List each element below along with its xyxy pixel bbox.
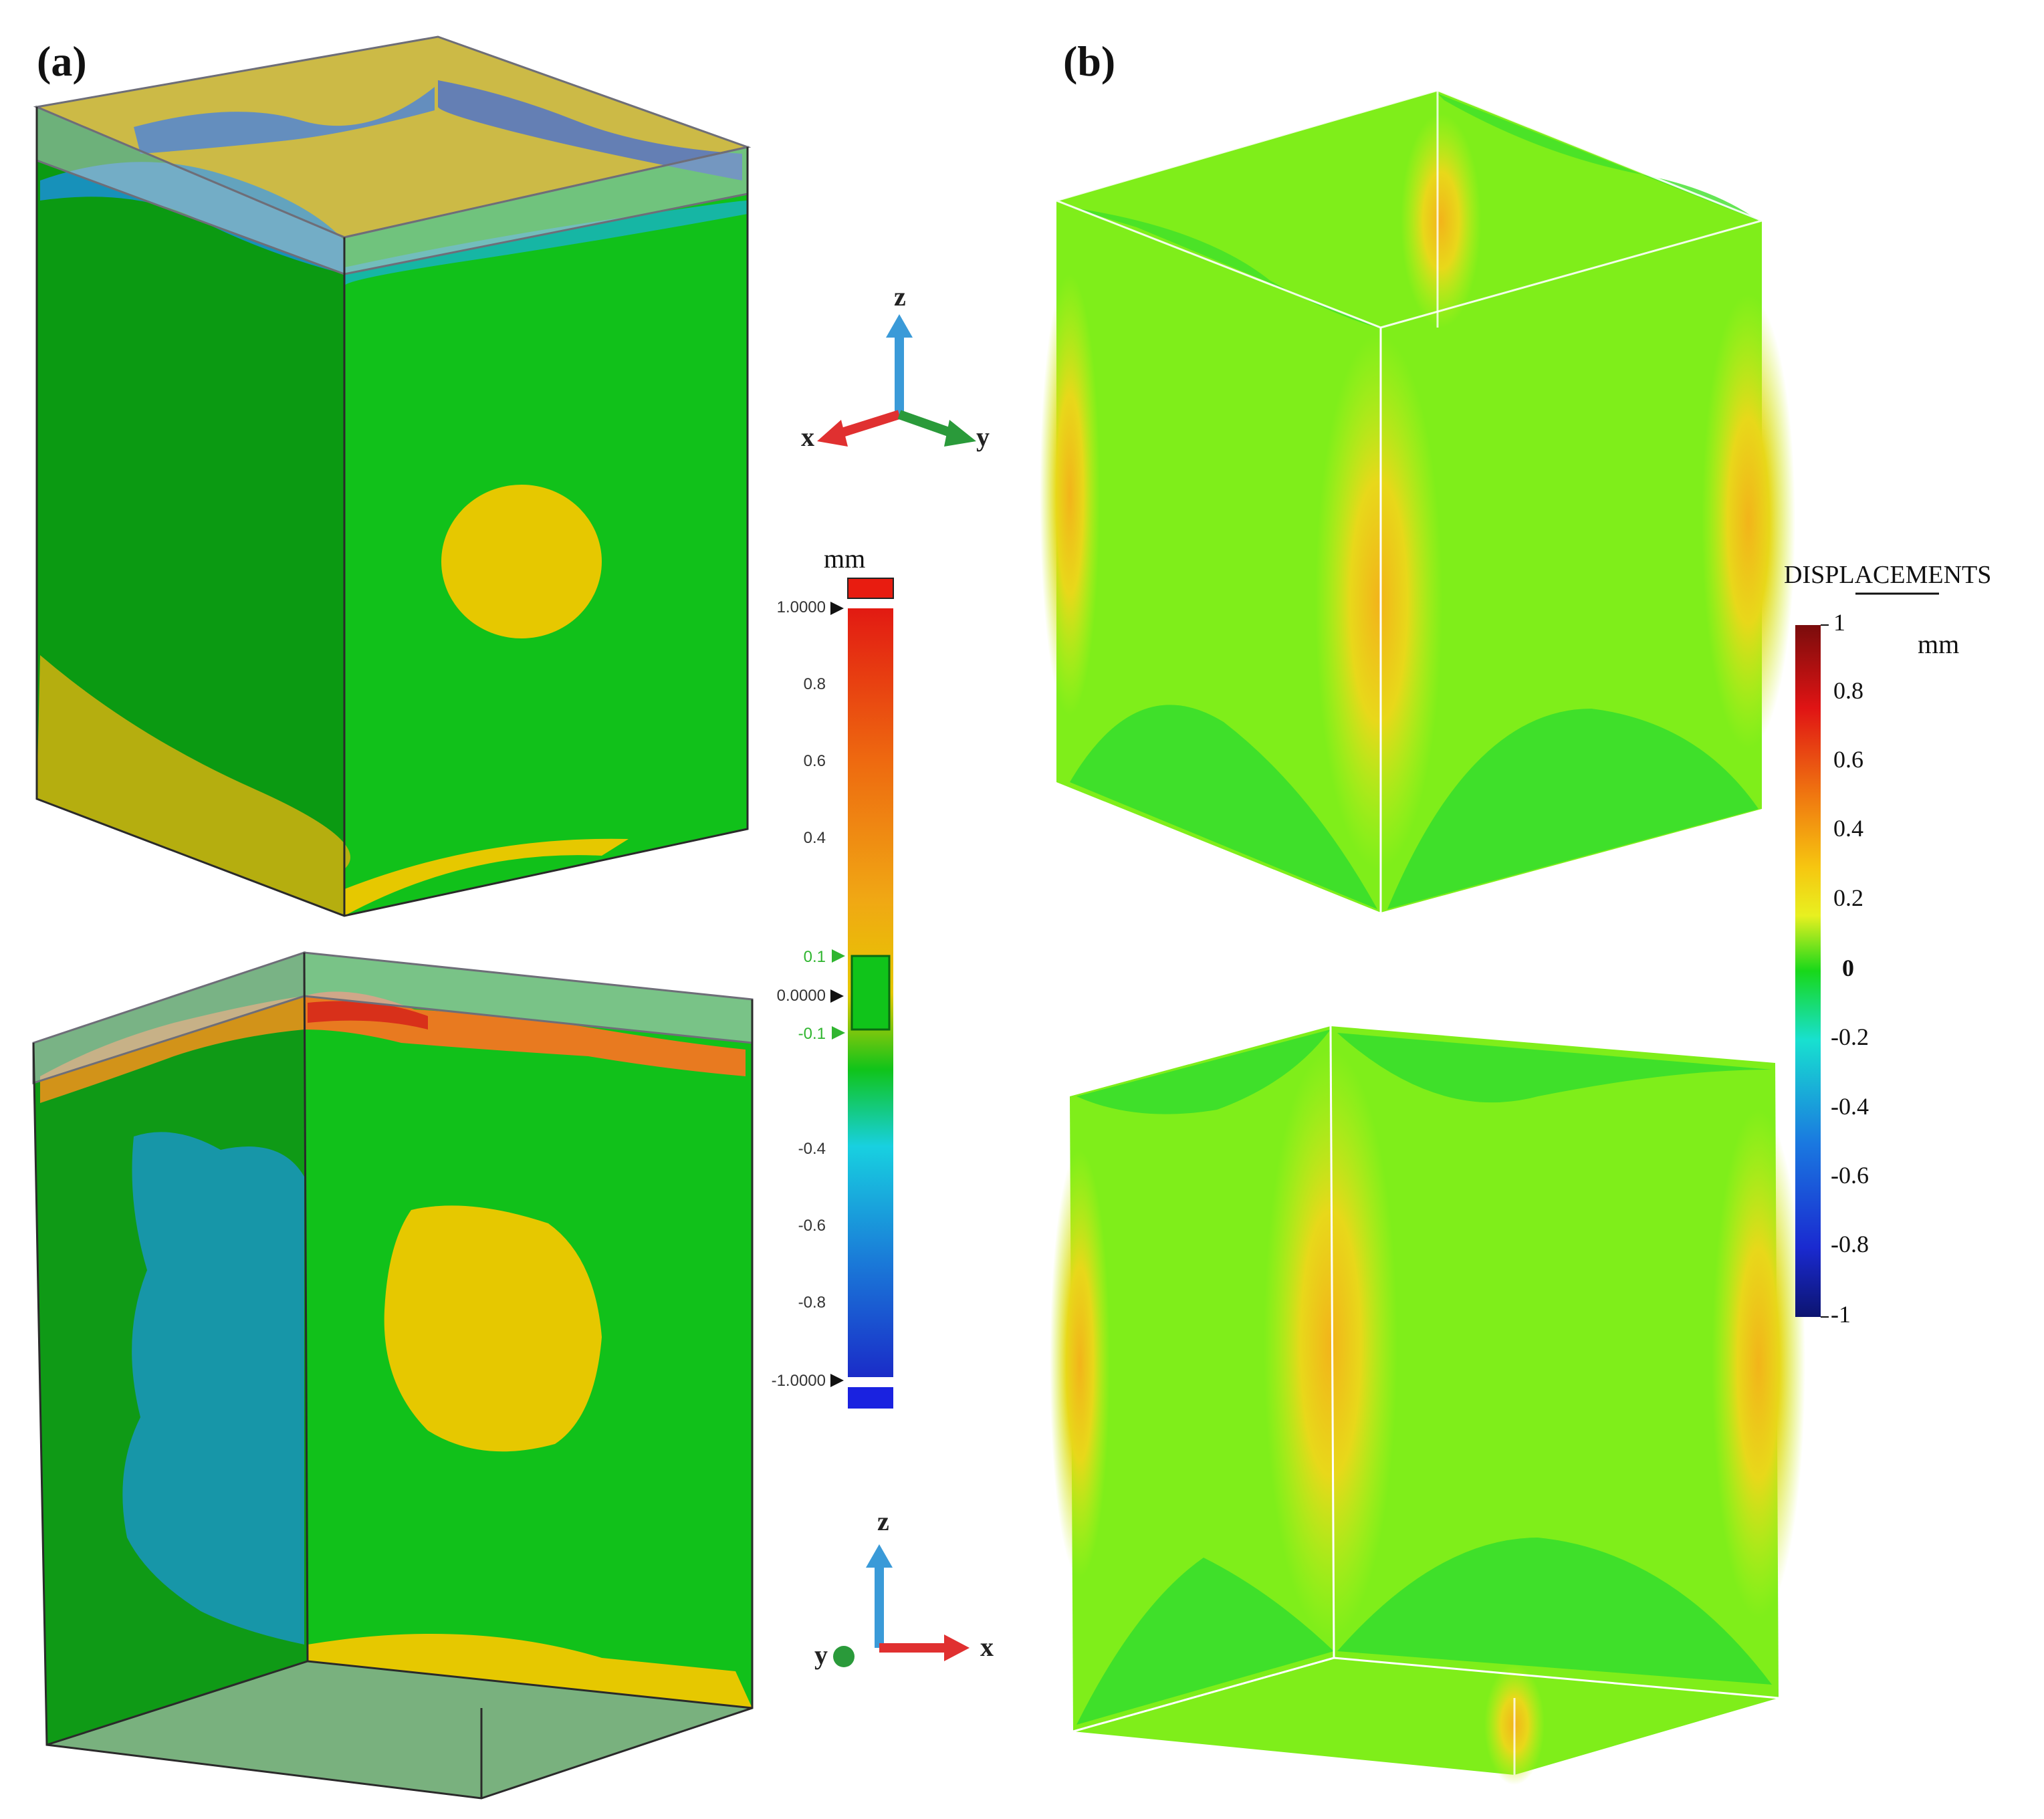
colorbar-b [1795,592,1939,1318]
colorbar-b-tick: 1 [1833,609,1845,636]
colorbar-b-tick: -1 [1831,1301,1851,1328]
colorbar-b-unit: mm [1918,629,1960,659]
colorbar-a-tick: 0.1 [803,948,826,966]
colorbar-a-tick: 0.6 [803,752,826,770]
axis-triad-top [817,314,976,447]
colorbar-b-tick: -0.6 [1831,1162,1869,1189]
colorbar-b-tick: 0.6 [1833,746,1863,773]
axis-bottom-z-label: z [877,1506,889,1536]
axis-top-z-label: z [894,281,906,312]
colorbar-a-tick: 0.4 [803,829,826,847]
colorbar-a [830,578,894,1409]
colorbar-b-tick: 0.2 [1833,884,1863,911]
colorbar-a-tick: -0.4 [798,1140,826,1158]
axis-triad-bottom [833,1544,970,1667]
colorbar-b-tick: -0.8 [1831,1231,1869,1257]
panel-a-label: (a) [37,37,87,85]
axis-top-y-label: y [976,422,990,452]
axis-bottom-x-label: x [980,1632,994,1662]
colorbar-b-tick: 0.8 [1833,677,1863,704]
measured-box-bottom [32,951,754,1800]
fem-box-top [1040,89,1795,913]
colorbar-a-tick: 0.8 [803,675,826,693]
colorbar-a-tick: -0.6 [798,1217,826,1235]
fem-box-bottom [1050,1025,1805,1785]
colorbar-a-tick: -0.1 [798,1025,826,1043]
colorbar-a-tick: -0.8 [798,1294,826,1312]
axis-top-x-label: x [801,422,814,452]
panel-b-label: (b) [1063,37,1116,85]
colorbar-a-unit: mm [824,543,866,574]
colorbar-b-tick: -0.2 [1831,1023,1869,1050]
axis-bottom-y-label: y [814,1640,828,1670]
colorbar-a-tick: -1.0000 [771,1372,826,1390]
colorbar-b-tick: 0 [1842,955,1854,981]
measured-box-top [33,35,752,917]
colorbar-b-tick: 0.4 [1833,815,1863,842]
colorbar-b-tick: -0.4 [1831,1093,1869,1120]
colorbar-b-title: DISPLACEMENTS [1784,561,1992,589]
colorbar-a-tick: 0.0000 [776,987,826,1005]
colorbar-a-tick: 1.0000 [776,598,826,616]
